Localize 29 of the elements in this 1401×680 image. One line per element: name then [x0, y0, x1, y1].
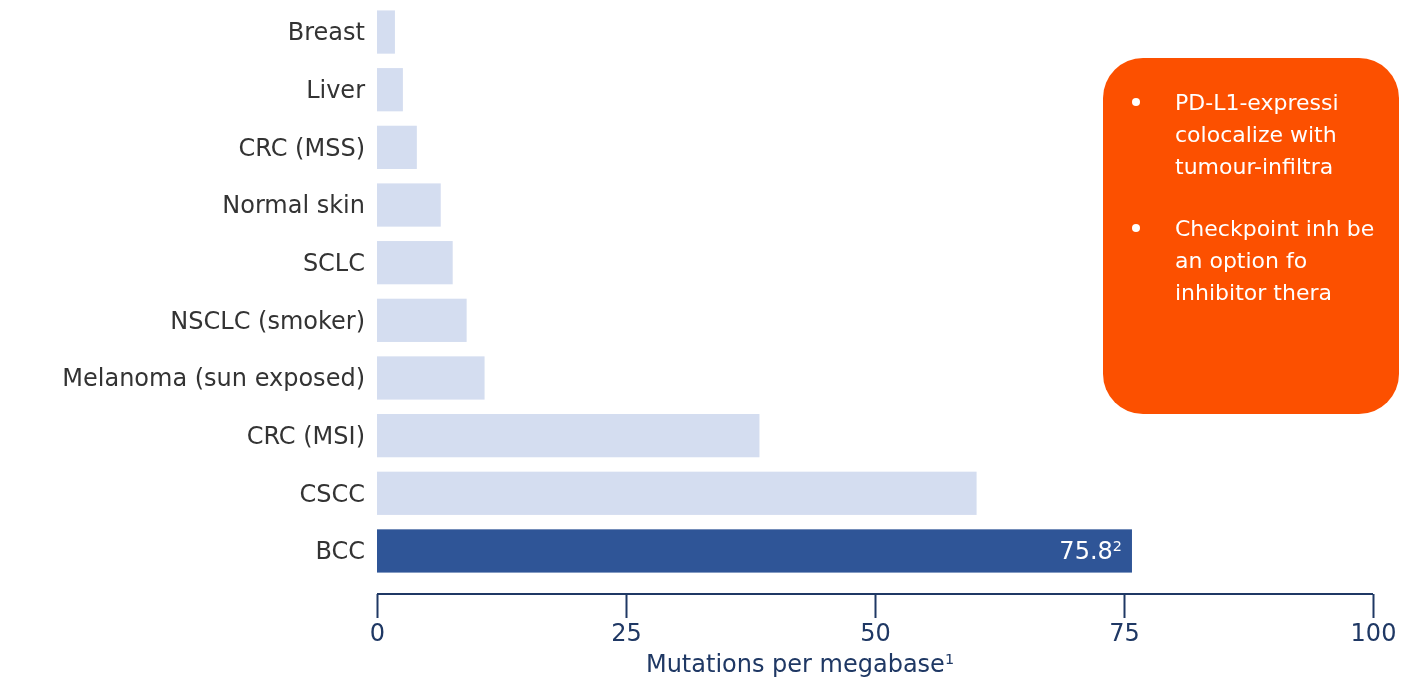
bar	[377, 68, 403, 112]
x-tick-label: 50	[860, 619, 891, 648]
bar	[377, 10, 395, 54]
y-tick-label: CRC (MSS)	[238, 133, 365, 162]
annotation: PD-L1-expressi colocalize with tumour-infiltra	[1175, 90, 1339, 179]
bar	[377, 298, 467, 342]
data-label: 75.8$^{2}$	[1059, 537, 1122, 566]
x-tick-label: 100	[1350, 619, 1397, 648]
y-tick-label: SCLC	[302, 249, 365, 278]
bar	[377, 414, 760, 458]
y-tick-label: CRC (MSI)	[246, 422, 365, 451]
bar	[377, 529, 1132, 573]
bar	[377, 471, 977, 515]
y-tick-label: NSCLC (smoker)	[170, 306, 365, 335]
y-tick-label: Breast	[287, 18, 365, 47]
y-tick-label: Liver	[306, 76, 366, 105]
annotation: Checkpoint inh be an option fo inhibitor thera	[1175, 216, 1375, 305]
bar	[377, 183, 441, 227]
y-tick-label: BCC	[315, 537, 365, 566]
x-tick-label: 25	[611, 619, 642, 648]
x-tick-label: 75	[1109, 619, 1140, 648]
bar	[377, 125, 417, 169]
bar	[377, 356, 485, 400]
y-tick-label: Melanoma (sun exposed)	[62, 364, 365, 393]
bar	[377, 241, 453, 285]
y-tick-label: Normal skin	[222, 191, 365, 220]
x-tick-label: 0	[369, 619, 386, 648]
x-axis-title: Mutations per megabase$^{1}$	[645, 650, 955, 678]
y-tick-label: CSCC	[299, 479, 365, 508]
